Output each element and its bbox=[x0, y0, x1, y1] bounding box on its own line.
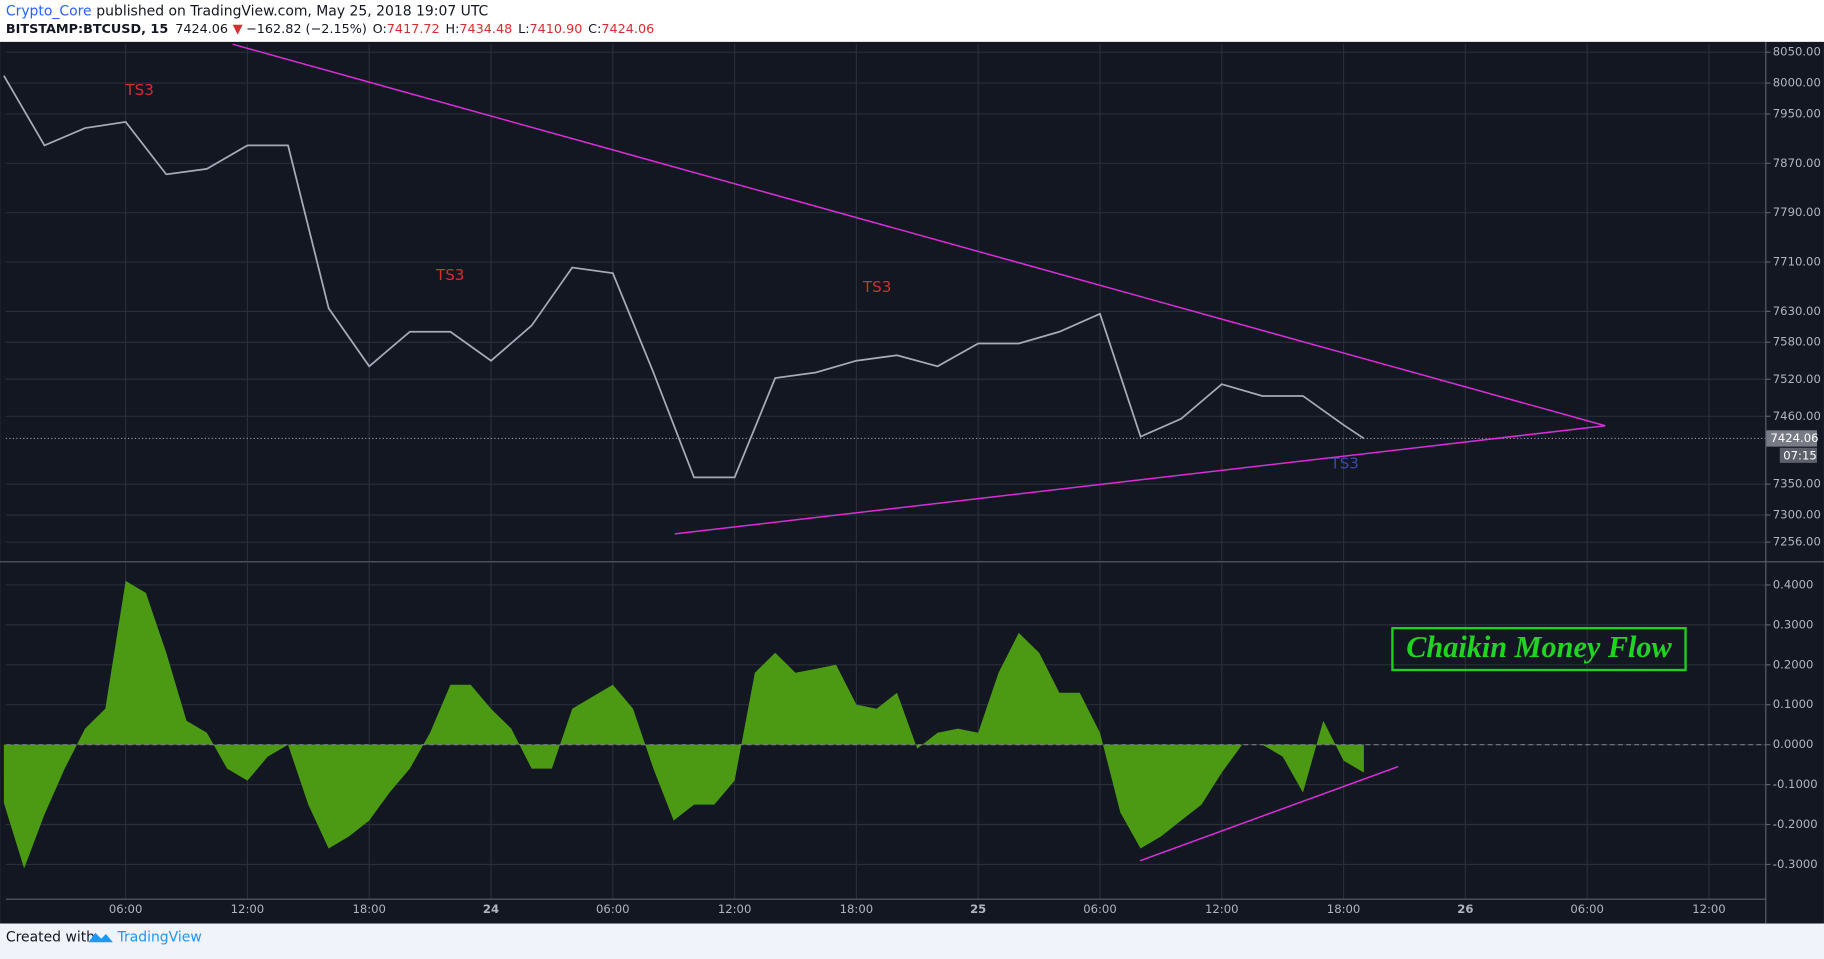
y-tick-label: 7870.00 bbox=[1773, 156, 1821, 170]
y-tick-label: 7580.00 bbox=[1773, 335, 1821, 349]
price-line bbox=[3, 75, 1365, 479]
trend-line bbox=[1139, 765, 1399, 862]
x-tick-label: 18:00 bbox=[840, 902, 874, 916]
y-tick-label: 7520.00 bbox=[1773, 372, 1821, 386]
annotation: TS3 bbox=[862, 278, 891, 296]
ohlc-value: 7434.48 bbox=[459, 22, 512, 37]
brand[interactable]: TradingView bbox=[117, 930, 202, 946]
y-tick-label: 8000.00 bbox=[1773, 76, 1821, 90]
x-tick-label: 12:00 bbox=[231, 902, 265, 916]
countdown-bg bbox=[1779, 447, 1817, 463]
y-tick-label: -0.3000 bbox=[1773, 857, 1818, 871]
published: published on TradingView.com, May 25, 20… bbox=[96, 4, 488, 20]
y-tick-label: 7630.00 bbox=[1773, 304, 1821, 318]
annotation: TS3 bbox=[1329, 455, 1358, 473]
y-tick-label: 0.1000 bbox=[1773, 697, 1814, 711]
y-tick-label: 0.0000 bbox=[1773, 737, 1814, 751]
countdown: 07:15 bbox=[1783, 448, 1817, 462]
ohlc-value: 7410.90 bbox=[530, 22, 583, 37]
x-tick-label: 18:00 bbox=[352, 902, 386, 916]
y-tick-label: 0.2000 bbox=[1773, 657, 1814, 671]
price-pane: 8050.00 8000.00 7950.00 7870.00 7790.00 7710.… bbox=[3, 44, 1821, 561]
cmf-pane: 0.4000 0.3000 0.2000 0.1000 0.0000 -0.1000 -0.… bbox=[3, 562, 1818, 900]
y-tick-label: 7300.00 bbox=[1773, 508, 1821, 522]
logo bbox=[88, 932, 113, 943]
annotation: TS3 bbox=[124, 81, 153, 99]
change-arrow: ▼ bbox=[233, 22, 243, 37]
x-tick-label: 06:00 bbox=[1570, 902, 1604, 916]
x-tick-label: 06:00 bbox=[109, 902, 143, 916]
x-tick-label: 12:00 bbox=[1692, 902, 1726, 916]
change: −162.82 (−2.15%) bbox=[246, 22, 367, 37]
trend-line bbox=[232, 43, 1606, 427]
x-tick-label: 12:00 bbox=[718, 902, 752, 916]
ohlc-label: L: bbox=[518, 22, 529, 37]
price: 7424.06 bbox=[175, 22, 228, 37]
footer-bg bbox=[0, 923, 1824, 955]
x-tick-label: 26 bbox=[1457, 902, 1473, 916]
ohlc-label: O: bbox=[373, 22, 387, 37]
x-tick-label: 06:00 bbox=[1083, 902, 1117, 916]
y-tick-label: 8050.00 bbox=[1773, 45, 1821, 59]
price-tag: 7424.06 bbox=[1770, 431, 1818, 445]
x-tick-label: 12:00 bbox=[1205, 902, 1239, 916]
y-tick-label: 7790.00 bbox=[1773, 205, 1821, 219]
trend-line bbox=[674, 424, 1606, 535]
y-tick-label: 7950.00 bbox=[1773, 106, 1821, 120]
ohlc-label: C: bbox=[588, 22, 601, 37]
symbol: BITSTAMP:BTCUSD, 15 bbox=[6, 22, 168, 37]
x-tick-label: 25 bbox=[970, 902, 986, 916]
price-tag-bg bbox=[1765, 430, 1817, 447]
cmf-area bbox=[3, 580, 1364, 869]
indicator-title: Chaikin Money Flow bbox=[1406, 630, 1672, 664]
header-bg bbox=[0, 0, 1824, 42]
footer-text: Created with bbox=[6, 930, 95, 946]
symbol-line: BITSTAMP:BTCUSD, 15 7424.06 ▼ −162.82 (−2.1… bbox=[6, 22, 654, 37]
x-tick-label: 06:00 bbox=[596, 902, 630, 916]
ohlc-value: 7424.06 bbox=[601, 22, 654, 37]
ohlc-value: 7417.72 bbox=[387, 22, 440, 37]
y-tick-label: 0.3000 bbox=[1773, 617, 1814, 631]
y-tick-label: 7710.00 bbox=[1773, 255, 1821, 269]
y-tick-label: 7256.00 bbox=[1773, 535, 1821, 549]
y-tick-label: -0.2000 bbox=[1773, 817, 1818, 831]
indicator-box bbox=[1391, 626, 1687, 672]
y-tick-label: -0.1000 bbox=[1773, 777, 1818, 791]
y-tick-label: 7460.00 bbox=[1773, 409, 1821, 423]
ohlc-label: H: bbox=[445, 22, 459, 37]
x-tick-label: 24 bbox=[483, 902, 499, 916]
header-line: Crypto_Core published on TradingView.com,… bbox=[6, 4, 488, 20]
y-tick-label: 0.4000 bbox=[1773, 577, 1814, 591]
y-tick-label: 7350.00 bbox=[1773, 477, 1821, 491]
annotation: TS3 bbox=[435, 266, 464, 284]
chart-bg bbox=[0, 41, 1824, 924]
x-tick-label: 18:00 bbox=[1327, 902, 1361, 916]
author[interactable]: Crypto_Core bbox=[6, 4, 92, 20]
